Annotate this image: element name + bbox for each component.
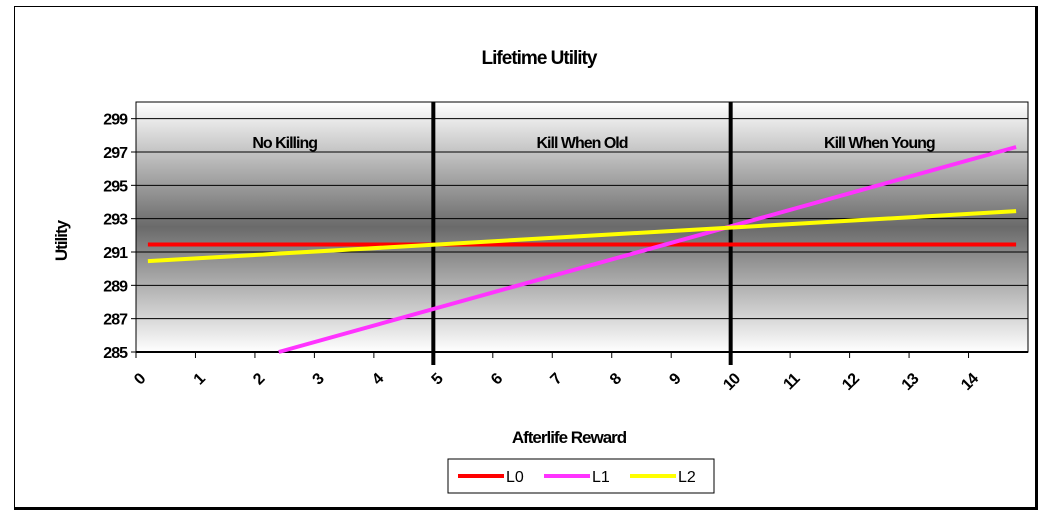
lifetime-utility-chart: Lifetime Utility Utility Afterlife Rewar… — [52, 48, 1029, 494]
x-tick-label: 14 — [958, 370, 982, 394]
x-tick-label: 7 — [547, 370, 565, 388]
region-label: No Killing — [252, 135, 317, 152]
y-tick-label: 291 — [103, 245, 128, 262]
legend-label-l0: L0 — [506, 469, 524, 486]
y-tick-label: 299 — [103, 112, 128, 129]
x-tick-label: 4 — [369, 370, 387, 388]
x-tick-label: 1 — [191, 370, 209, 388]
legend-label-l2: L2 — [678, 469, 696, 486]
y-tick-label: 293 — [103, 212, 128, 229]
y-tick-label: 295 — [103, 178, 128, 195]
legend: L0 L1 L2 — [447, 458, 715, 494]
x-tick-label: 10 — [720, 370, 744, 394]
y-tick-label: 297 — [103, 145, 128, 162]
x-tick-label: 2 — [250, 370, 268, 388]
series-line-l2 — [147, 209, 1017, 264]
x-axis-title: Afterlife Reward — [512, 428, 627, 447]
x-tick-label: 11 — [780, 370, 803, 393]
plot-background — [135, 101, 1029, 353]
series-line-l1 — [278, 145, 1017, 354]
x-tick-label: 6 — [488, 370, 506, 388]
y-tick-label: 285 — [103, 345, 128, 362]
chart-title: Lifetime Utility — [482, 48, 598, 69]
x-tick-label: 0 — [131, 370, 149, 388]
x-tick-label: 5 — [429, 370, 447, 388]
region-label: Kill When Young — [824, 135, 935, 152]
x-tick-label: 13 — [899, 370, 923, 394]
chart-frame: Lifetime Utility Utility Afterlife Rewar… — [14, 6, 1038, 510]
x-tick-label: 9 — [666, 370, 684, 388]
region-label: Kill When Old — [537, 135, 628, 152]
y-tick-label: 289 — [103, 278, 128, 295]
y-tick-label: 287 — [103, 312, 128, 329]
legend-label-l1: L1 — [592, 469, 610, 486]
y-axis-title: Utility — [52, 219, 71, 261]
x-tick-label: 3 — [310, 370, 328, 388]
x-tick-label: 12 — [839, 370, 863, 394]
x-tick-label: 8 — [607, 370, 625, 388]
